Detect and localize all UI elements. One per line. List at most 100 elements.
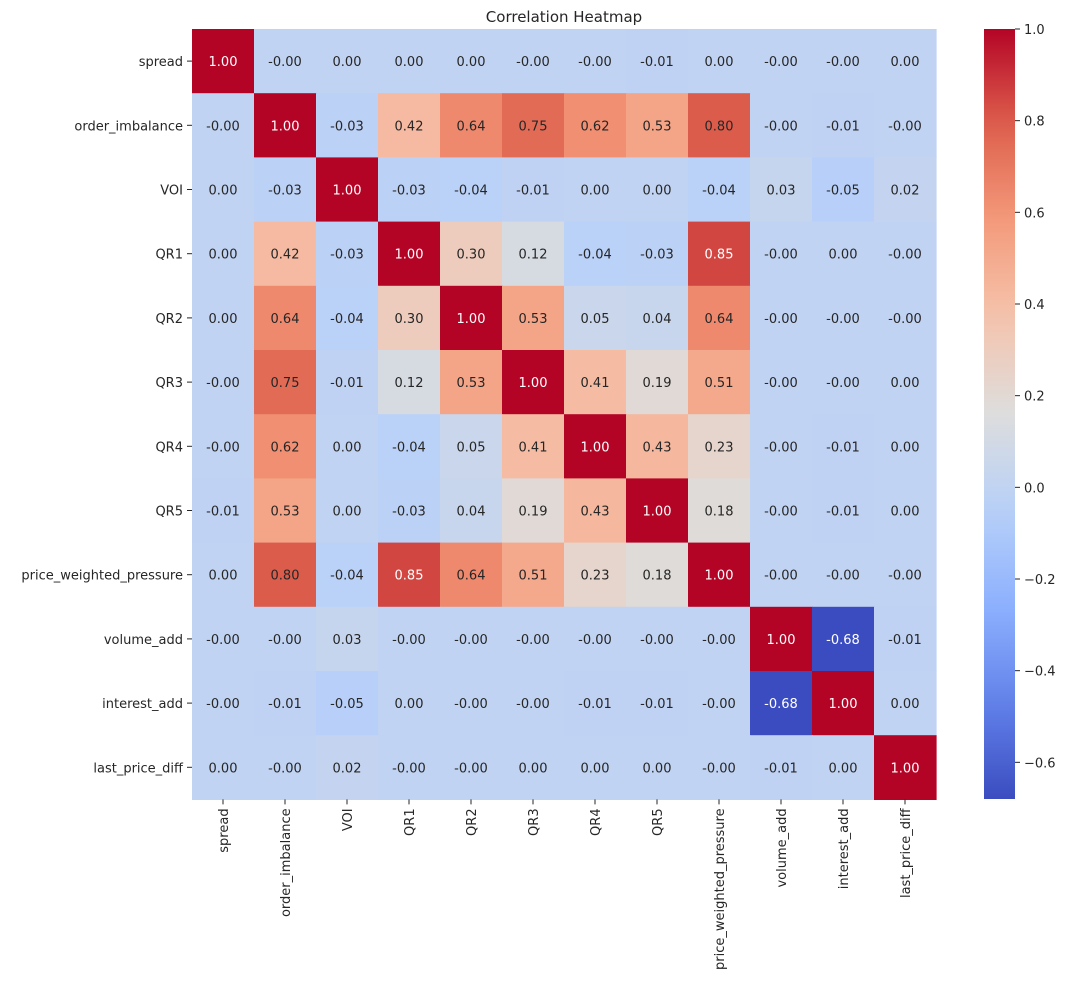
heatmap-cell	[812, 350, 875, 415]
x-tick-label: QR4	[589, 808, 604, 836]
x-tick-label: interest_add	[837, 808, 852, 889]
heatmap-cell	[688, 221, 751, 287]
cell-value-label: -0.00	[764, 569, 798, 584]
heatmap-cell	[626, 157, 689, 223]
colorbar-tick-label: 1.0	[1024, 23, 1045, 38]
heatmap-cell	[502, 414, 565, 479]
heatmap-cell	[502, 221, 565, 287]
heatmap-cell	[502, 285, 565, 351]
cell-value-label: 0.00	[209, 248, 238, 263]
cell-value-label: 0.85	[395, 569, 424, 584]
heatmap-cell	[440, 671, 503, 736]
heatmap-cell	[378, 606, 441, 672]
cell-value-label: -0.00	[764, 55, 798, 70]
heatmap-cell	[750, 350, 813, 415]
y-tick-label: VOI	[160, 184, 183, 199]
cell-value-label: 0.00	[705, 55, 734, 70]
cell-value-label: 0.43	[581, 505, 610, 520]
cell-value-label: -0.00	[268, 761, 302, 776]
heatmap-cell	[378, 350, 441, 415]
heatmap-cell	[440, 350, 503, 415]
cell-value-label: 0.04	[643, 312, 672, 327]
heatmap-cell	[626, 285, 689, 351]
cell-value-label: 0.18	[705, 505, 734, 520]
heatmap-cell	[192, 350, 255, 415]
x-tick-label: QR5	[651, 808, 666, 836]
heatmap-cell	[192, 606, 255, 672]
heatmap-cell	[750, 542, 813, 608]
heatmap-cell	[812, 478, 875, 544]
cell-value-label: -0.00	[206, 119, 240, 134]
cell-value-label: 0.64	[457, 119, 486, 134]
heatmap-cell	[502, 542, 565, 608]
cell-value-label: 0.42	[271, 248, 300, 263]
colorbar-tick-label: 0.0	[1024, 481, 1045, 496]
heatmap-cell	[626, 93, 689, 158]
heatmap-cell	[750, 414, 813, 479]
cell-value-label: -0.00	[702, 761, 736, 776]
cell-value-label: 0.00	[333, 505, 362, 520]
heatmap-cell	[254, 671, 317, 736]
cell-value-label: 0.62	[581, 119, 610, 134]
cell-value-label: -0.00	[640, 633, 674, 648]
heatmap-cell	[316, 285, 379, 351]
cell-value-label: 0.85	[705, 248, 734, 263]
heatmap-cell	[874, 350, 937, 415]
cell-value-label: 0.00	[457, 55, 486, 70]
cell-value-label: 1.00	[829, 697, 858, 712]
y-tick-label: QR5	[155, 505, 183, 520]
cell-value-label: 0.00	[333, 55, 362, 70]
cell-value-label: 0.00	[209, 312, 238, 327]
cell-value-label: -0.00	[764, 312, 798, 327]
heatmap-cell	[378, 221, 441, 287]
colorbar: 1.0 0.8 0.6 0.4 0.2 0.0 −0.2 −0.4 −0.6	[984, 23, 1056, 799]
heatmap-cell	[750, 221, 813, 287]
cell-value-label: -0.04	[454, 184, 488, 199]
heatmap-cell	[192, 285, 255, 351]
cell-value-label: -0.00	[206, 633, 240, 648]
heatmap-cell	[564, 414, 627, 479]
cell-value-label: 0.19	[643, 376, 672, 391]
cell-value-label: -0.00	[764, 440, 798, 455]
cell-value-label: 1.00	[581, 440, 610, 455]
heatmap-cell	[378, 29, 441, 94]
cell-value-label: -0.04	[578, 248, 612, 263]
heatmap-cell	[874, 606, 937, 672]
colorbar-tick-label: −0.4	[1024, 665, 1056, 680]
heatmap-cell	[316, 221, 379, 287]
y-tick-label: QR2	[155, 312, 183, 327]
cell-value-label: -0.03	[392, 505, 426, 520]
cell-value-label: -0.00	[764, 248, 798, 263]
cell-value-label: -0.01	[206, 505, 240, 520]
heatmap-cell	[564, 606, 627, 672]
cell-value-label: -0.00	[392, 761, 426, 776]
cell-value-label: 0.64	[705, 312, 734, 327]
cell-value-label: -0.00	[516, 633, 550, 648]
heatmap-cell	[316, 606, 379, 672]
cell-value-label: 0.75	[519, 119, 548, 134]
x-tick-label: volume_add	[775, 808, 790, 887]
heatmap-cell	[688, 157, 751, 223]
cell-value-label: -0.01	[330, 376, 364, 391]
heatmap-cell	[440, 542, 503, 608]
cell-value-label: 0.18	[643, 569, 672, 584]
x-tick-label: spread	[217, 808, 232, 852]
cell-value-label: -0.03	[392, 184, 426, 199]
cell-value-label: -0.00	[206, 697, 240, 712]
heatmap-cell	[812, 29, 875, 94]
cell-value-label: -0.68	[826, 633, 860, 648]
heatmap-cell	[192, 29, 255, 94]
heatmap-cell	[316, 542, 379, 608]
cell-value-label: -0.01	[826, 505, 860, 520]
cell-value-label: -0.04	[392, 440, 426, 455]
cell-value-label: -0.00	[206, 440, 240, 455]
cell-value-label: -0.00	[888, 569, 922, 584]
heatmap-cell	[812, 221, 875, 287]
heatmap-cell	[502, 478, 565, 544]
heatmap-cell	[254, 350, 317, 415]
heatmap-cell	[874, 285, 937, 351]
y-tick-label: volume_add	[104, 633, 183, 648]
cell-value-label: -0.00	[578, 633, 612, 648]
heatmap-cell	[626, 542, 689, 608]
heatmap-cell	[440, 285, 503, 351]
